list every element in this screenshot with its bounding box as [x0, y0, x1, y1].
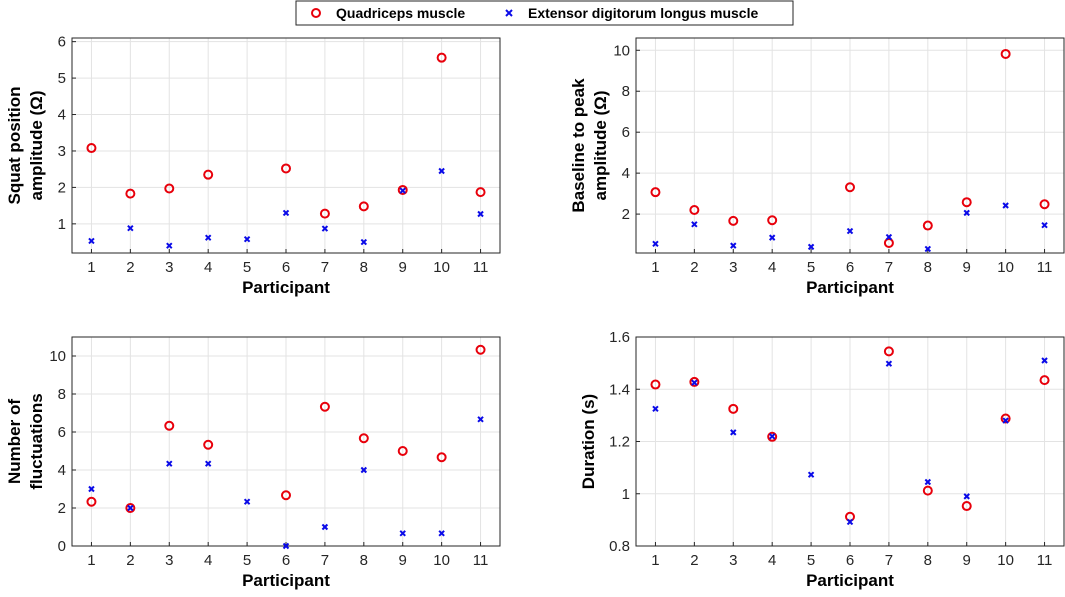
x-tick-label: 5	[807, 552, 815, 569]
y-axis-label-line: amplitude (Ω)	[591, 91, 610, 201]
x-tick-label: 9	[399, 259, 407, 276]
y-tick-label: 4	[622, 165, 630, 182]
x-tick-label: 4	[768, 552, 776, 569]
y-tick-label: 0.8	[609, 538, 630, 555]
x-axis-label: Participant	[806, 278, 894, 297]
x-tick-label: 8	[924, 552, 932, 569]
y-tick-label: 8	[58, 386, 66, 403]
y-axis-label-line: Squat position	[5, 86, 24, 204]
x-tick-label: 4	[204, 552, 212, 569]
x-tick-label: 3	[165, 552, 173, 569]
x-tick-label: 7	[321, 259, 329, 276]
y-tick-label: 6	[622, 124, 630, 141]
y-tick-label: 1	[58, 216, 66, 233]
y-tick-label: 5	[58, 70, 66, 87]
y-tick-label: 0	[58, 538, 66, 555]
x-tick-label: 8	[924, 259, 932, 276]
legend-label-edl: Extensor digitorum longus muscle	[528, 5, 758, 21]
y-axis-label-line: Duration (s)	[579, 394, 598, 489]
x-tick-label: 8	[360, 259, 368, 276]
x-tick-label: 1	[87, 259, 95, 276]
x-tick-label: 6	[282, 552, 290, 569]
y-tick-label: 8	[622, 83, 630, 100]
x-tick-label: 3	[729, 552, 737, 569]
y-tick-label: 6	[58, 424, 66, 441]
y-axis-label-line: amplitude (Ω)	[27, 91, 46, 201]
x-tick-label: 9	[399, 552, 407, 569]
y-tick-label: 10	[613, 42, 630, 59]
x-tick-label: 1	[651, 259, 659, 276]
chart-squat: 1 2 3 4 5 6 7 8 9 10 11123456ParticipantSquat posi…	[5, 34, 500, 297]
x-tick-label: 10	[997, 259, 1014, 276]
x-tick-label: 10	[433, 259, 450, 276]
x-axis-label: Participant	[242, 571, 330, 590]
x-tick-label: 7	[885, 552, 893, 569]
y-tick-label: 6	[58, 34, 66, 51]
y-tick-label: 4	[58, 462, 66, 479]
legend-label-quadriceps: Quadriceps muscle	[336, 5, 465, 21]
x-tick-label: 9	[963, 552, 971, 569]
x-tick-label: 2	[126, 259, 134, 276]
x-tick-label: 6	[846, 259, 854, 276]
x-tick-label: 10	[433, 552, 450, 569]
x-tick-label: 6	[846, 552, 854, 569]
x-tick-label: 7	[321, 552, 329, 569]
x-tick-label: 9	[963, 259, 971, 276]
y-tick-label: 1.2	[609, 434, 630, 451]
x-tick-label: 6	[282, 259, 290, 276]
y-tick-label: 10	[49, 348, 66, 365]
y-tick-label: 1.6	[609, 329, 630, 346]
x-tick-label: 11	[1037, 259, 1053, 276]
y-tick-label: 1	[622, 486, 630, 503]
y-axis-label-line: fluctuations	[27, 393, 46, 489]
x-tick-label: 3	[165, 259, 173, 276]
y-axis-label-line: Number of	[5, 399, 24, 484]
figure: Quadriceps muscle Extensor digitorum lon…	[0, 0, 1065, 597]
y-tick-label: 1.4	[609, 381, 630, 398]
chart-duration: 1 2 3 4 5 6 7 8 9 10 11 0.8 1 1.2 1.4 1.6 Participant Dur…	[579, 329, 1064, 590]
x-tick-label: 2	[690, 259, 698, 276]
x-tick-label: 5	[807, 259, 815, 276]
x-tick-label: 11	[473, 259, 489, 276]
y-axis-label: Squat position amplitude (Ω)	[5, 86, 46, 204]
x-tick-label: 4	[768, 259, 776, 276]
y-tick-label: 2	[58, 500, 66, 517]
x-tick-label: 11	[473, 552, 489, 569]
x-axis-label: Participant	[242, 278, 330, 297]
x-tick-label: 5	[243, 259, 251, 276]
x-tick-label: 1	[87, 552, 95, 569]
x-tick-label: 3	[729, 259, 737, 276]
x-tick-label: 2	[690, 552, 698, 569]
chart-baseline: 1 2 3 4 5 6 7 8 9 10 11 2 4 6 8 10 Participant Baseline t…	[569, 38, 1064, 297]
x-tick-label: 5	[243, 552, 251, 569]
x-tick-label: 1	[651, 552, 659, 569]
y-tick-label: 2	[622, 206, 630, 223]
x-tick-label: 10	[997, 552, 1014, 569]
y-axis-label: Number of fluctuations	[5, 393, 46, 489]
x-axis-label: Participant	[806, 571, 894, 590]
y-tick-label: 2	[58, 179, 66, 196]
x-tick-label: 7	[885, 259, 893, 276]
x-tick-label: 4	[204, 259, 212, 276]
chart-fluctuations: 1 2 3 4 5 6 7 8 9 10 11 0 2 4 6 8 10 Participant Number of…	[5, 337, 500, 590]
y-tick-label: 4	[58, 107, 66, 124]
x-tick-label: 8	[360, 552, 368, 569]
y-axis-label-line: Baseline to peak	[569, 78, 588, 213]
legend: Quadriceps muscle Extensor digitorum lon…	[296, 1, 793, 25]
y-axis-label: Baseline to peak amplitude (Ω)	[569, 78, 610, 213]
x-tick-label: 2	[126, 552, 134, 569]
y-tick-label: 3	[58, 143, 66, 160]
x-tick-label: 11	[1037, 552, 1053, 569]
y-axis-label: Duration (s)	[579, 394, 598, 489]
